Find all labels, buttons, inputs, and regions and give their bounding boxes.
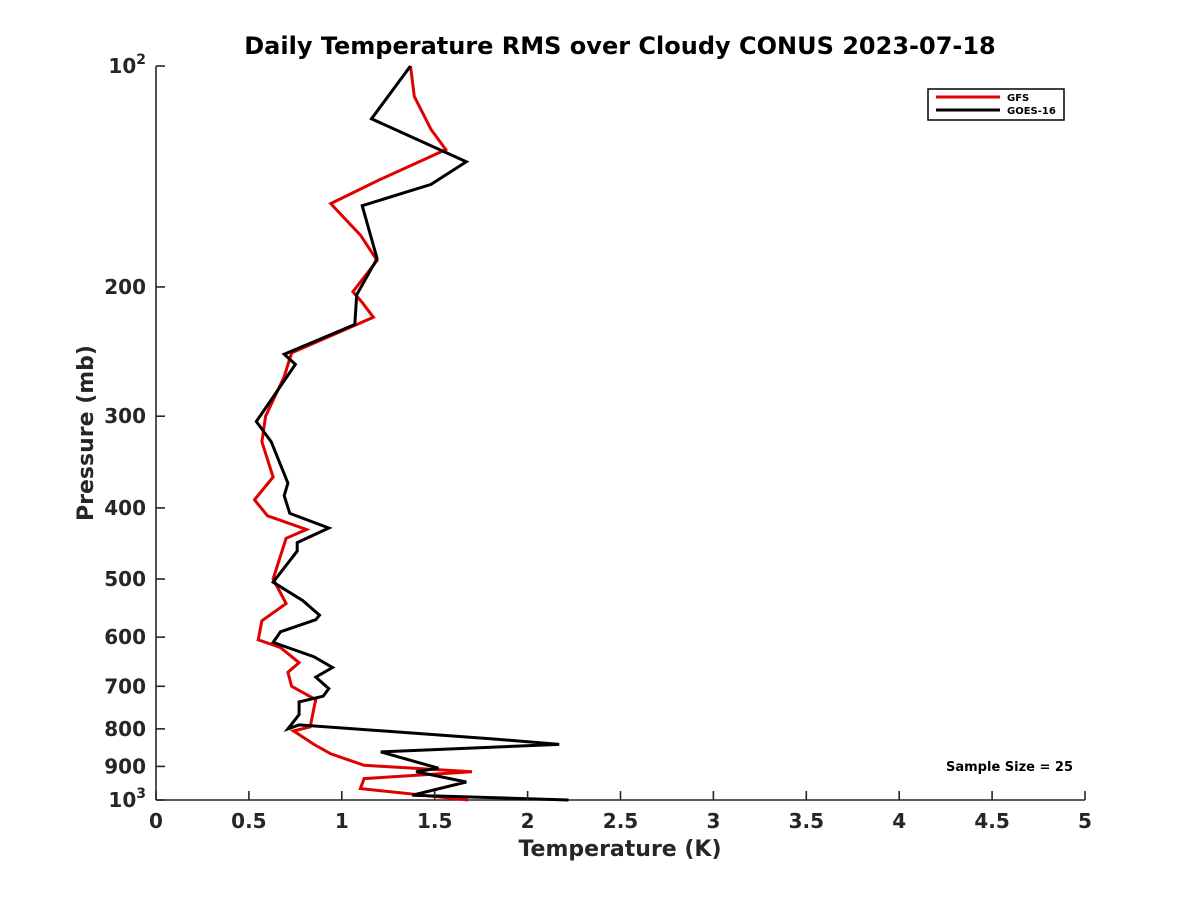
x-tick-label: 0 xyxy=(149,809,163,833)
y-axis-ticks: 102 200 300 400 500 600 700 800 900 103 xyxy=(104,52,165,812)
chart-title: Daily Temperature RMS over Cloudy CONUS … xyxy=(244,32,996,60)
series-line-goes16 xyxy=(254,65,569,802)
x-tick-label: 4.5 xyxy=(974,809,1009,833)
y-tick-label: 600 xyxy=(104,625,146,649)
legend-box xyxy=(927,88,1065,121)
legend-label-goes16: GOES-16 xyxy=(1007,106,1056,117)
sample-size-annotation: Sample Size = 25 xyxy=(946,760,1073,775)
x-tick-label: 1 xyxy=(335,809,349,833)
x-tick-label: 2 xyxy=(521,809,535,833)
y-tick-label: 900 xyxy=(104,754,146,778)
x-axis-ticks: 0 0.5 1 1.5 2 2.5 3 3.5 4 4.5 5 xyxy=(149,791,1092,833)
legend-label-gfs: GFS xyxy=(1007,93,1029,104)
y-tick-label: 200 xyxy=(104,275,146,299)
series-layer xyxy=(252,65,569,802)
y-tick-label: 500 xyxy=(104,567,146,591)
y-tick-label: 700 xyxy=(104,674,146,698)
y-tick-label: 103 xyxy=(108,786,146,812)
x-tick-label: 1.5 xyxy=(417,809,452,833)
legend: GFS GOES-16 xyxy=(927,88,1065,121)
x-tick-label: 0.5 xyxy=(231,809,266,833)
y-tick-label: 800 xyxy=(104,717,146,741)
x-axis-label: Temperature (K) xyxy=(518,837,721,862)
y-tick-label: 102 xyxy=(108,52,146,78)
y-tick-label: 400 xyxy=(104,496,146,520)
series-line-gfs xyxy=(252,65,472,802)
y-tick-label: 300 xyxy=(104,404,146,428)
x-tick-label: 3.5 xyxy=(789,809,824,833)
x-tick-label: 5 xyxy=(1078,809,1092,833)
y-axis-label: Pressure (mb) xyxy=(74,345,99,521)
x-tick-label: 2.5 xyxy=(603,809,638,833)
x-tick-label: 4 xyxy=(892,809,906,833)
x-tick-label: 3 xyxy=(706,809,720,833)
